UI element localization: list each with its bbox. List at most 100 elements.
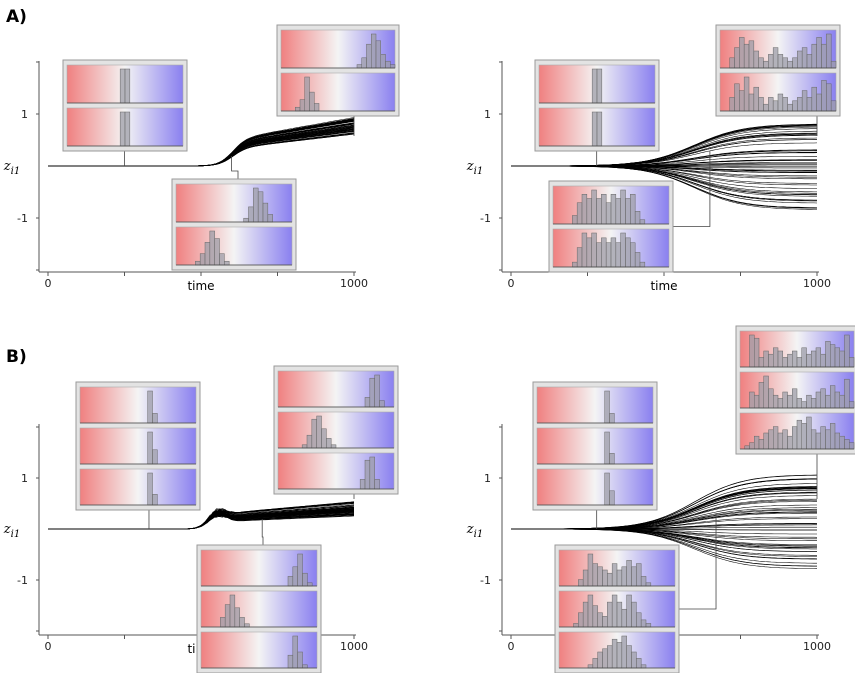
histogram-bar: [587, 553, 594, 587]
histogram-bar: [834, 432, 840, 450]
inset-1000: [735, 325, 855, 499]
inset-1000: [273, 365, 399, 499]
histogram-bar: [748, 40, 755, 69]
histogram-bar: [796, 357, 802, 368]
histogram-bar: [573, 623, 579, 628]
histogram-bar: [243, 217, 249, 223]
histogram-bar: [739, 37, 745, 69]
histogram-bar: [610, 237, 617, 268]
y-tick-label: 1: [484, 472, 491, 485]
histogram-bar: [267, 214, 273, 223]
histogram-bar: [787, 394, 793, 409]
histogram-bar: [636, 658, 642, 669]
histogram-bar: [801, 47, 808, 69]
histogram-bar: [773, 426, 779, 450]
histogram-bar: [596, 198, 602, 225]
histogram-bar: [797, 50, 803, 69]
histogram-bar: [625, 198, 631, 225]
histogram-bar: [782, 357, 788, 368]
histogram-bar: [631, 566, 637, 587]
x-tick-label: 0: [508, 640, 515, 653]
trajectory-line: [48, 131, 355, 167]
histogram-bar: [768, 97, 774, 112]
histogram-bar: [234, 607, 240, 628]
inset-subplot-bg: [79, 427, 197, 465]
histogram-bar: [582, 601, 589, 628]
inset-280: [532, 381, 658, 529]
histogram-bar: [620, 189, 626, 225]
histogram-bar: [634, 211, 641, 225]
histogram-bar: [371, 33, 377, 69]
histogram-bar: [763, 350, 769, 368]
histogram-bar: [299, 99, 305, 112]
histogram-bar: [834, 347, 840, 368]
histogram-bar: [607, 572, 613, 587]
histogram-bar: [773, 394, 779, 409]
histogram-bar: [119, 68, 126, 104]
inset-250: [62, 59, 188, 166]
histogram-bar: [777, 350, 783, 368]
histogram-bar: [326, 438, 332, 449]
histogram-bar: [639, 261, 646, 268]
histogram-bar: [640, 664, 647, 669]
histogram-bar: [304, 76, 310, 112]
histogram-bar: [758, 382, 764, 409]
histogram-bar: [777, 54, 784, 69]
histogram-bar: [592, 658, 598, 669]
histogram-bar: [607, 601, 613, 628]
histogram-bar: [796, 419, 802, 450]
histogram-bar: [839, 394, 845, 409]
histogram-bar: [124, 111, 131, 147]
histogram-bar: [380, 54, 386, 69]
histogram-bar: [839, 435, 845, 450]
histogram-bar: [297, 651, 303, 669]
histogram-bar: [578, 579, 584, 587]
histogram-bar: [587, 594, 594, 628]
histogram-bar: [295, 106, 301, 112]
histogram-bar: [782, 97, 788, 112]
histogram-bar: [578, 612, 584, 628]
histogram-bar: [640, 576, 647, 587]
histogram-bar: [330, 444, 337, 449]
histogram-bar: [587, 664, 594, 669]
histogram-bar: [801, 423, 807, 450]
histogram-bar: [734, 83, 740, 112]
histogram-bar: [826, 83, 832, 112]
y-axis-label: zi1: [466, 522, 483, 540]
histogram-bar: [375, 40, 381, 69]
y-tick-label: -1: [480, 212, 491, 225]
inset-600: [171, 156, 297, 271]
histogram-bar: [287, 654, 294, 669]
histogram-bar: [309, 91, 315, 112]
histogram-bar: [321, 428, 327, 449]
histogram-bar: [772, 47, 779, 69]
histogram-bar: [782, 429, 788, 450]
histogram-bar: [596, 68, 603, 104]
histogram-bar: [815, 432, 821, 450]
inset-subplot-bg: [280, 72, 396, 112]
histogram-bar: [374, 479, 380, 490]
histogram-bar: [821, 43, 827, 69]
histogram-bar: [825, 341, 831, 368]
histogram-bar: [834, 391, 840, 409]
histogram-bar: [763, 60, 769, 69]
histogram-bar: [743, 76, 750, 112]
histogram-bar: [602, 569, 608, 587]
histogram-bar: [369, 456, 375, 490]
histogram-bar: [361, 57, 367, 69]
histogram-bar: [830, 423, 836, 450]
inset-1000: [276, 24, 400, 136]
histogram-bar: [616, 601, 623, 628]
histogram-bar: [630, 194, 636, 225]
histogram-bar: [257, 191, 264, 223]
inset-subplot-bg: [175, 226, 293, 266]
histogram-bar: [597, 566, 603, 587]
inset-subplot-bg: [536, 468, 654, 506]
histogram-bar: [576, 247, 583, 268]
histogram-bar: [586, 198, 592, 225]
x-tick-label: 1000: [803, 640, 831, 653]
histogram-bar: [811, 350, 817, 368]
histogram-bar: [297, 553, 303, 587]
histogram-bar: [830, 100, 837, 112]
histogram-bar: [364, 397, 371, 408]
